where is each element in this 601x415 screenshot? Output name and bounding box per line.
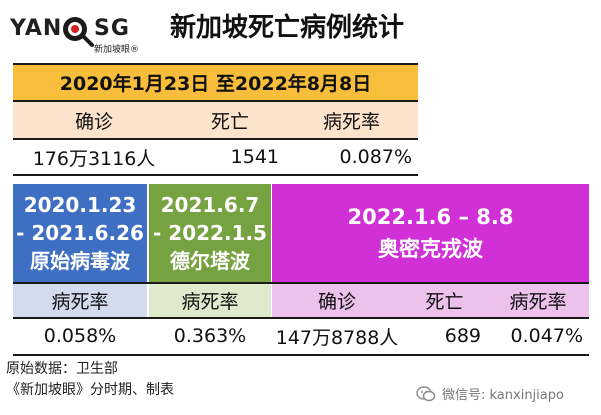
summary-value-deaths: 1541 [230,146,279,168]
logo-magnifier-icon [63,17,94,47]
page-title: 新加坡死亡病例统计 [170,13,405,43]
summary-value-confirmed: 176万3116人 [32,147,156,170]
footer-credit: 《新加坡眼》分时期、制表 [6,382,174,398]
wave3-period: 2022.1.6 – 8.8 [347,205,514,229]
wave2-value-cfr: 0.363% [173,325,247,347]
wave2-name: 德尔塔波 [170,249,250,273]
summary-date-range: 2020年1月23日 至2022年8月8日 [13,63,418,101]
wave1-period-end: - 2021.6.26 [16,221,144,245]
wave2-period-start: 2021.6.7 [160,193,260,217]
footer-source: 原始数据：卫生部 [6,361,118,377]
wave3-header-cfr: 病死率 [487,283,589,317]
summary-header-deaths: 死亡 [175,102,285,139]
wave3-name: 奥密克戎波 [378,237,483,261]
wechat-watermark: 微信号: kanxinjiapo [416,384,564,403]
wave1-value-cfr: 0.058% [43,325,117,347]
wave1-name: 原始病毒波 [30,249,130,273]
wechat-id: 微信号: kanxinjiapo [442,388,564,403]
summary-value-cfr: 0.087% [339,146,412,168]
wave1-header: 2020.1.23 - 2021.6.26 原始病毒波 [13,184,147,282]
wave1-header-cfr: 病死率 [13,283,147,317]
summary-header-cfr: 病死率 [285,102,418,139]
logo-sub-text: 新加坡眼® [94,45,140,55]
logo: YAN SG 新加坡眼® [8,10,158,55]
wave1-period-start: 2020.1.23 [23,193,137,217]
wave3-value-deaths: 689 [444,325,481,347]
wave3-value-cfr: 0.047% [510,325,583,347]
wave2-header: 2021.6.7 - 2022.1.5 德尔塔波 [149,184,271,282]
wave2-header-cfr: 病死率 [149,283,271,317]
summary-header-confirmed: 确诊 [13,102,175,139]
wechat-icon [416,385,436,401]
wave3-header-confirmed: 确诊 [272,283,402,317]
wave3-header-deaths: 死亡 [402,283,487,317]
wave2-period-end: - 2022.1.5 [153,221,267,245]
logo-left-text: YAN [10,16,63,41]
wave3-header: 2022.1.6 – 8.8 奥密克戎波 [272,184,589,282]
wave3-value-confirmed: 147万8788人 [275,326,399,349]
logo-right-text: SG [94,16,130,41]
